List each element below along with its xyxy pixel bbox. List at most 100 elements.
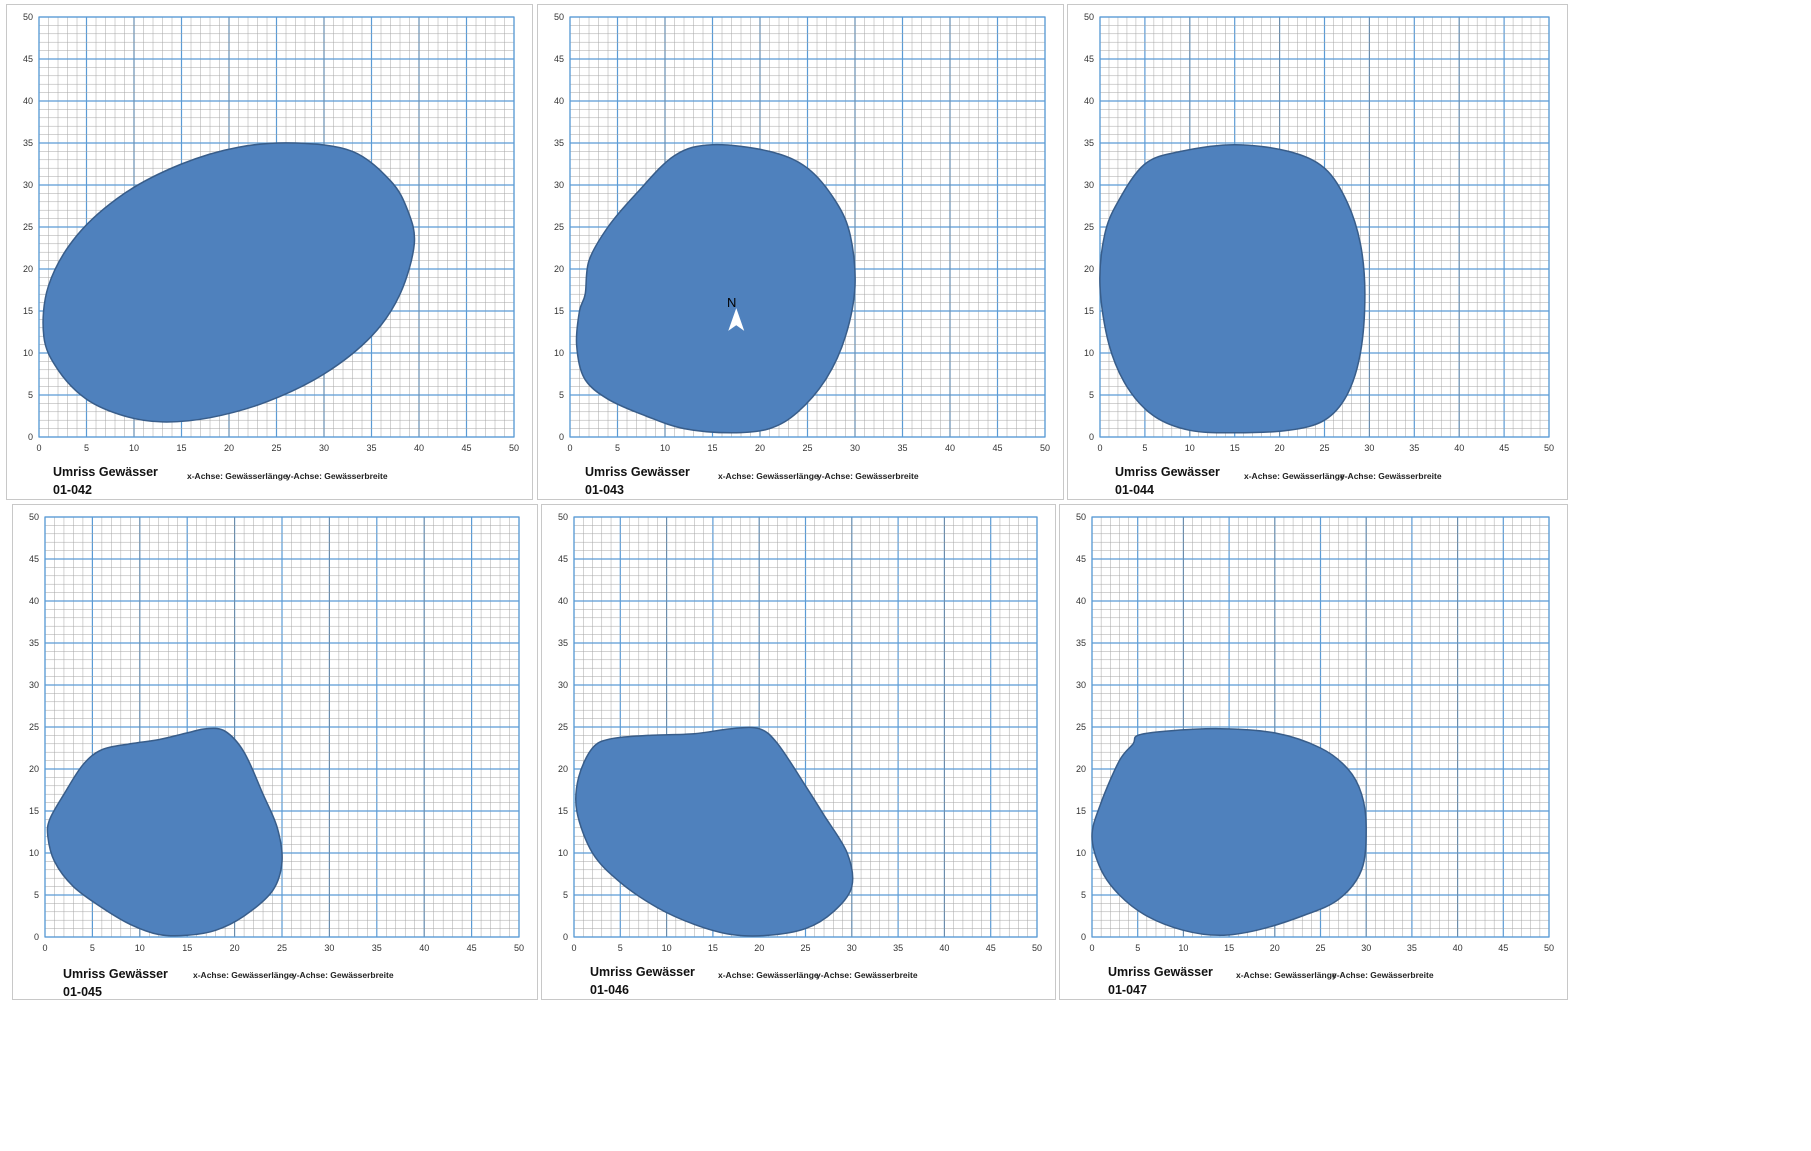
x-tick-label: 40 (1454, 443, 1464, 453)
x-axis-note: x-Achse: Gewässerlänge (193, 970, 294, 980)
x-tick-label: 10 (129, 443, 139, 453)
x-tick-label: 5 (1142, 443, 1147, 453)
chart-panel-01-043: 0 5 10 15 20 25 30 35 40 45 50 0 5 10 15 20 25 30 35 40 45 50… (537, 4, 1064, 500)
y-tick-label: 0 (28, 432, 33, 442)
x-tick-label: 15 (1230, 443, 1240, 453)
y-tick-label: 45 (558, 554, 568, 564)
chart-01-047-caption: Umriss Gewässer 01-047 (1108, 963, 1213, 999)
x-tick-label: 40 (1453, 943, 1463, 953)
y-tick-label: 5 (1081, 890, 1086, 900)
y-tick-label: 10 (23, 348, 33, 358)
y-tick-label: 5 (559, 390, 564, 400)
chart-01-046-plot: 0 5 10 15 20 25 30 35 40 45 50 0 5 10 15 20 25 30 35 40 45 50 (558, 512, 1042, 953)
y-tick-label: 35 (554, 138, 564, 148)
y-tick-label: 45 (23, 54, 33, 64)
y-tick-label: 5 (28, 390, 33, 400)
y-tick-label: 25 (558, 722, 568, 732)
y-tick-label: 0 (559, 432, 564, 442)
y-tick-label: 25 (1084, 222, 1094, 232)
y-tick-label: 35 (23, 138, 33, 148)
y-tick-label: 25 (1076, 722, 1086, 732)
x-tick-label: 25 (277, 943, 287, 953)
x-tick-label: 20 (755, 443, 765, 453)
chart-title: Umriss Gewässer (53, 465, 158, 479)
x-tick-label: 25 (802, 443, 812, 453)
x-tick-label: 50 (1544, 943, 1554, 953)
water-body-outline (575, 143, 856, 434)
y-tick-label: 50 (558, 512, 568, 522)
chart-panel-01-045: 0 5 10 15 20 25 30 35 40 45 50 0 5 10 15 20 25 30 35 40 45 50… (12, 504, 538, 1000)
x-axis-note: x-Achse: Gewässerlänge (1244, 471, 1345, 481)
chart-01-043-caption: Umriss Gewässer 01-043 (585, 463, 690, 499)
chart-panel-01-046: 0 5 10 15 20 25 30 35 40 45 50 0 5 10 15 20 25 30 35 40 45 50… (541, 504, 1056, 1000)
plot-border (1091, 516, 1550, 938)
chart-01-042-plot: 0 5 10 15 20 25 30 35 40 45 50 0 5 10 15 20 25 30 35 40 45 50 (23, 12, 519, 453)
y-tick-label: 10 (29, 848, 39, 858)
chart-title: Umriss Gewässer (585, 465, 690, 479)
x-tick-label: 5 (618, 943, 623, 953)
chart-01-043-plot: 0 5 10 15 20 25 30 35 40 45 50 0 5 10 15 20 25 30 35 40 45 50 (554, 12, 1050, 453)
y-tick-label: 20 (29, 764, 39, 774)
y-tick-label: 50 (29, 512, 39, 522)
y-tick-label: 0 (34, 932, 39, 942)
y-tick-label: 50 (1084, 12, 1094, 22)
y-tick-label: 20 (554, 264, 564, 274)
x-tick-label: 10 (1178, 943, 1188, 953)
chart-title: Umriss Gewässer (590, 965, 695, 979)
x-tick-label: 10 (662, 943, 672, 953)
plot-border (1099, 16, 1550, 438)
y-tick-label: 40 (29, 596, 39, 606)
x-tick-label: 10 (660, 443, 670, 453)
y-tick-label: 5 (1089, 390, 1094, 400)
x-tick-label: 20 (230, 943, 240, 953)
y-tick-label: 45 (1076, 554, 1086, 564)
x-tick-label: 0 (42, 943, 47, 953)
x-tick-label: 5 (1135, 943, 1140, 953)
x-tick-label: 15 (176, 443, 186, 453)
y-tick-label: 30 (554, 180, 564, 190)
y-tick-label: 5 (34, 890, 39, 900)
water-body-outline (1099, 143, 1366, 434)
chart-01-044-caption: Umriss Gewässer 01-044 (1115, 463, 1220, 499)
y-tick-label: 20 (23, 264, 33, 274)
y-tick-label: 15 (1076, 806, 1086, 816)
y-tick-label: 25 (554, 222, 564, 232)
water-body-outline (574, 726, 854, 937)
y-tick-label: 15 (23, 306, 33, 316)
x-tick-label: 45 (1498, 943, 1508, 953)
x-axis-note: x-Achse: Gewässerlänge (1236, 970, 1337, 980)
y-tick-label: 40 (23, 96, 33, 106)
y-tick-label: 35 (558, 638, 568, 648)
y-tick-label: 20 (1084, 264, 1094, 274)
water-body-outline (1091, 727, 1367, 937)
x-tick-label: 5 (84, 443, 89, 453)
x-tick-label: 45 (986, 943, 996, 953)
x-tick-label: 30 (1364, 443, 1374, 453)
x-tick-label: 20 (1270, 943, 1280, 953)
x-tick-label: 50 (1040, 443, 1050, 453)
x-tick-label: 0 (1097, 443, 1102, 453)
y-axis-note: y-Achse: Gewässerbreite (1332, 970, 1434, 980)
y-tick-label: 10 (558, 848, 568, 858)
x-tick-label: 25 (271, 443, 281, 453)
chart-panel-01-042: 0 5 10 15 20 25 30 35 40 45 50 0 5 10 15 20 25 30 35 40 45 50… (6, 4, 533, 500)
x-tick-label: 10 (1185, 443, 1195, 453)
x-tick-label: 20 (1275, 443, 1285, 453)
y-tick-label: 30 (23, 180, 33, 190)
plot-border (38, 16, 515, 438)
x-tick-label: 15 (182, 943, 192, 953)
y-tick-label: 45 (1084, 54, 1094, 64)
plot-border (569, 16, 1046, 438)
x-tick-label: 10 (135, 943, 145, 953)
y-tick-label: 10 (1084, 348, 1094, 358)
x-tick-label: 0 (1089, 943, 1094, 953)
chart-title: Umriss Gewässer (1115, 465, 1220, 479)
y-tick-label: 15 (558, 806, 568, 816)
chart-id: 01-042 (53, 483, 92, 497)
x-tick-label: 50 (514, 943, 524, 953)
y-tick-label: 40 (558, 596, 568, 606)
plot-border (573, 516, 1038, 938)
x-tick-label: 25 (800, 943, 810, 953)
x-axis-note: x-Achse: Gewässerlänge (718, 471, 819, 481)
x-tick-label: 45 (1499, 443, 1509, 453)
